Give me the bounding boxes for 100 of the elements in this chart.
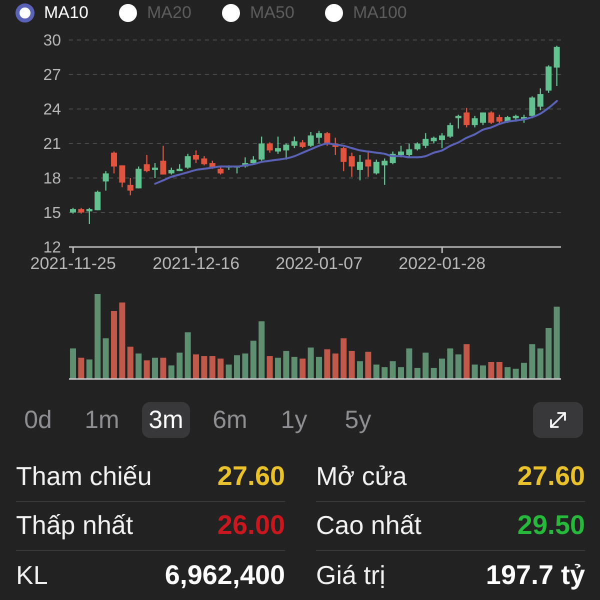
line-series	[154, 100, 558, 185]
bar	[275, 358, 281, 379]
candlestick	[119, 164, 126, 188]
candlestick	[373, 159, 380, 176]
bar	[184, 332, 191, 379]
text: Thấp nhất	[16, 510, 134, 542]
bar	[373, 364, 380, 379]
candlestick	[266, 142, 273, 154]
y-tick-label: 30	[43, 32, 62, 50]
bar	[365, 352, 372, 379]
bar	[398, 367, 404, 379]
bar	[529, 344, 536, 379]
bar	[308, 348, 314, 379]
candlestick	[496, 114, 502, 125]
category-label: 5y	[344, 405, 372, 435]
category-label: 0d	[24, 405, 52, 435]
candlestick	[283, 142, 290, 160]
bar	[504, 367, 511, 379]
bar	[464, 344, 470, 379]
x-tick-label: 2021-11-25	[30, 254, 116, 274]
text: 26.00	[217, 510, 285, 542]
bar	[291, 356, 298, 379]
candlestick	[422, 132, 429, 149]
y-tick-label: 12	[43, 240, 62, 257]
bar	[226, 364, 232, 379]
bar	[554, 306, 560, 379]
bar	[488, 362, 494, 379]
bar	[283, 350, 290, 379]
bar	[546, 328, 552, 379]
bar	[78, 358, 84, 379]
text: Giá trị	[316, 560, 386, 592]
candlestick	[398, 145, 404, 158]
bar	[218, 358, 224, 379]
y-tick-label: 24	[43, 102, 62, 119]
bar	[340, 338, 347, 379]
bar	[537, 348, 544, 379]
category-label: 1m	[84, 405, 120, 435]
bar	[234, 355, 240, 379]
candlestick	[488, 110, 494, 125]
text: MA50	[250, 3, 294, 23]
bar	[406, 348, 412, 379]
candlestick	[447, 122, 454, 138]
candlestick	[201, 156, 208, 166]
bar	[258, 321, 265, 379]
text: MA100	[353, 3, 407, 23]
candlestick	[357, 154, 363, 181]
candlestick	[554, 45, 560, 87]
bar	[439, 358, 445, 379]
text: 27.60	[517, 460, 585, 492]
bar	[332, 354, 338, 379]
bar	[127, 346, 134, 379]
candlestick	[406, 142, 412, 158]
bar	[102, 338, 109, 379]
candlestick	[111, 150, 117, 174]
bar	[168, 365, 174, 379]
text: Tham chiếu	[16, 460, 152, 492]
bar	[472, 364, 478, 379]
candlestick	[275, 136, 281, 154]
candlestick	[537, 88, 544, 111]
bar	[119, 302, 126, 379]
bar	[447, 348, 454, 379]
candlestick	[308, 131, 314, 148]
x-tick-label: 2022-01-28	[398, 254, 486, 274]
text: 6,962,400	[164, 560, 285, 592]
candlestick	[291, 136, 298, 149]
candlestick	[464, 107, 470, 128]
bar	[300, 358, 306, 379]
bar	[242, 354, 248, 379]
text: Cao nhất	[316, 510, 422, 542]
bar	[144, 360, 150, 379]
y-tick-label: 27	[43, 67, 62, 84]
bar	[430, 368, 437, 379]
category-label: 1y	[280, 405, 308, 435]
bar	[176, 352, 183, 379]
candlestick	[152, 162, 158, 179]
bar	[152, 358, 158, 379]
bar	[414, 368, 420, 379]
bar	[111, 311, 117, 379]
y-tick-label: 15	[43, 205, 62, 222]
candlestick	[160, 145, 166, 176]
candlestick	[382, 158, 388, 186]
text: Mở cửa	[316, 460, 407, 492]
bar	[70, 348, 76, 379]
candlestick	[127, 177, 134, 196]
bar	[160, 358, 166, 379]
y-tick-label: 18	[43, 170, 62, 188]
candlestick	[439, 132, 445, 149]
bar	[357, 361, 363, 379]
x-tick-label: 2021-12-16	[152, 254, 240, 274]
bar	[86, 359, 92, 379]
candlestick	[258, 136, 265, 162]
bar	[512, 368, 519, 379]
bar	[250, 340, 256, 379]
bar	[521, 362, 527, 379]
bar	[348, 350, 355, 379]
candlestick	[472, 115, 478, 128]
bar	[422, 352, 429, 379]
bar	[455, 354, 462, 379]
x-tick-label: 2022-01-07	[276, 254, 363, 274]
category-label: 3m	[148, 405, 184, 435]
